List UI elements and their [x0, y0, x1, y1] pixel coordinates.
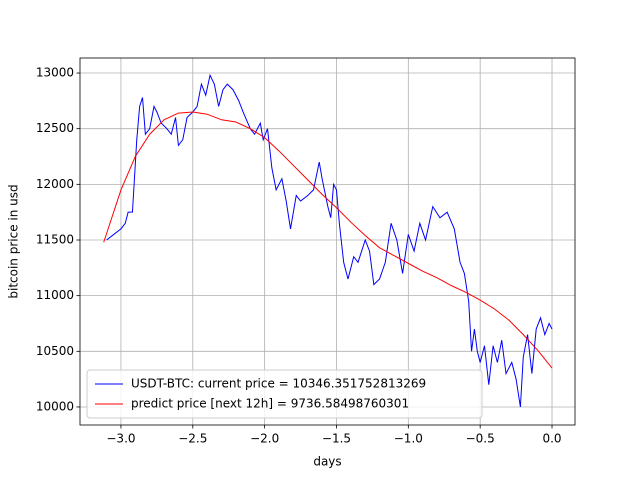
y-tick-label: 12000 [36, 177, 74, 191]
y-axis-label: bitcoin price in usd [7, 184, 21, 298]
x-tick-label: −1.5 [322, 432, 351, 446]
ticks: −3.0 −2.5 −2.0 −1.5 −1.0 −0.5 0.0 10000 10500 110… [36, 66, 562, 446]
axes-frame [79, 57, 576, 426]
y-tick-label: 11500 [36, 232, 74, 246]
series-line [103, 111, 553, 369]
x-tick-label: −1.0 [394, 432, 423, 446]
plot-area [80, 58, 575, 425]
x-tick-label: −0.5 [466, 432, 495, 446]
lines [103, 73, 553, 408]
y-tick-label: 10500 [36, 344, 74, 358]
legend-box [86, 369, 483, 419]
x-tick-label: 0.0 [542, 432, 561, 446]
x-tick-label: −2.0 [250, 432, 279, 446]
x-tick-label: −2.5 [178, 432, 207, 446]
y-tick-label: 10000 [36, 399, 74, 413]
y-tick-label: 13000 [36, 66, 74, 80]
series-line [106, 73, 553, 408]
x-tick-label: −3.0 [106, 432, 135, 446]
y-tick-label: 11000 [36, 288, 74, 302]
x-axis-label: days [313, 455, 341, 469]
legend-label: USDT-BTC: current price = 10346.35175281… [131, 377, 426, 391]
y-tick-label: 12500 [36, 121, 74, 135]
legend: USDT-BTC: current price = 10346.35175281… [86, 369, 483, 419]
legend-label: predict price [next 12h] = 9736.58498760… [131, 397, 409, 411]
